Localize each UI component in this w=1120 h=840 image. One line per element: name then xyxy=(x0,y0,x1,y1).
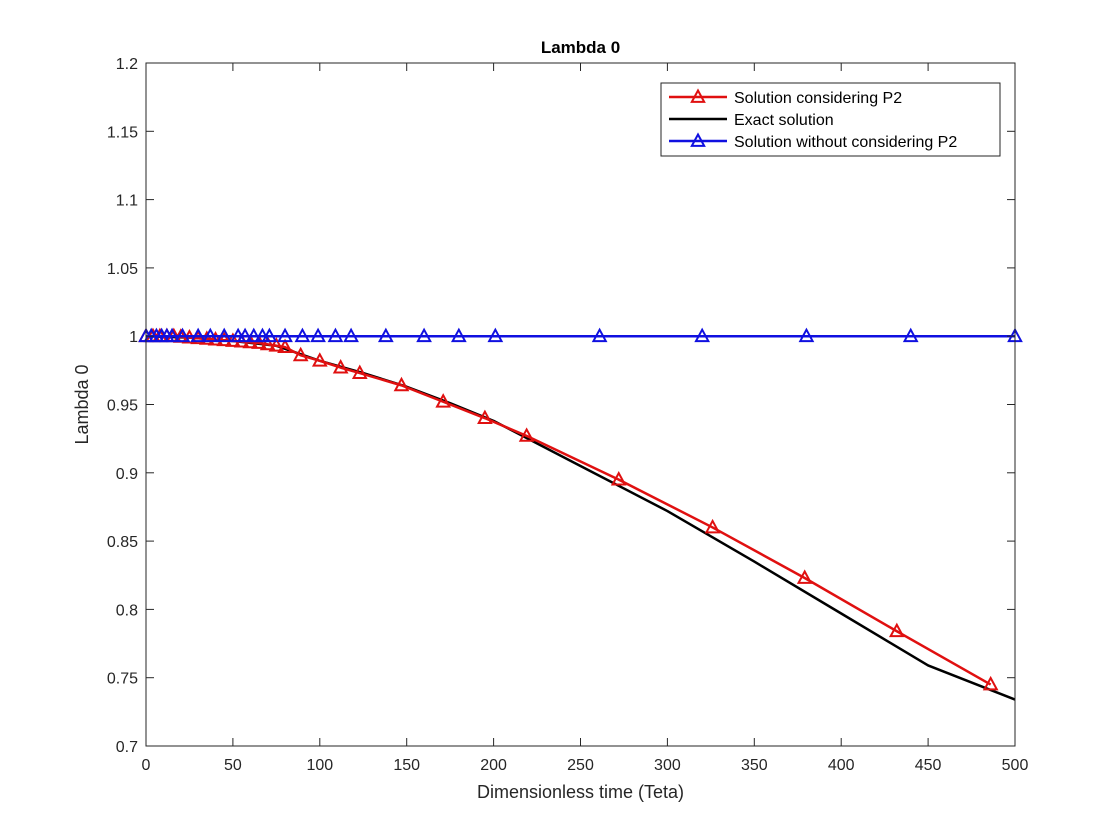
data-point xyxy=(294,327,311,343)
legend-label: Solution considering P2 xyxy=(734,90,902,107)
data-point xyxy=(268,337,285,352)
data-point xyxy=(311,352,328,367)
legend-marker-sample xyxy=(690,88,706,103)
x-tick-label: 50 xyxy=(224,757,242,774)
y-axis-label: Lambda 0 xyxy=(72,364,92,444)
data-point xyxy=(487,327,504,343)
data-point xyxy=(292,346,309,362)
data-point xyxy=(251,334,267,349)
data-point xyxy=(216,327,233,343)
y-tick-label: 1.2 xyxy=(116,56,138,73)
y-tick-label: 0.7 xyxy=(116,739,138,756)
x-tick-label: 400 xyxy=(828,757,855,774)
data-point xyxy=(591,327,608,343)
data-point xyxy=(164,327,180,343)
data-point xyxy=(610,471,627,486)
x-tick-label: 100 xyxy=(306,757,333,774)
y-tick-label: 1.05 xyxy=(107,261,138,278)
data-point xyxy=(310,327,326,343)
data-point xyxy=(704,518,721,534)
x-tick-label: 450 xyxy=(915,757,942,774)
legend-marker-sample xyxy=(690,132,706,147)
data-point xyxy=(190,327,206,343)
x-tick-label: 500 xyxy=(1002,757,1029,774)
data-point xyxy=(518,427,535,442)
y-axis: 0.7 0.75 0.8 0.85 0.9 0.95 1 1.05 1.1 1.15 1.2 xyxy=(107,56,1015,756)
data-point xyxy=(202,327,219,343)
x-axis-label: Dimensionless time (Teta) xyxy=(477,782,684,802)
x-tick-label: 350 xyxy=(741,757,768,774)
data-point xyxy=(796,569,813,584)
plot-area xyxy=(146,63,1015,746)
data-point xyxy=(377,327,394,343)
legend: Solution considering P2 Exact solution Sol… xyxy=(660,82,1001,157)
y-tick-label: 0.85 xyxy=(107,534,138,551)
y-tick-label: 0.75 xyxy=(107,671,138,688)
y-tick-label: 0.95 xyxy=(107,398,138,415)
legend-item: Solution without considering P2 xyxy=(669,132,957,151)
data-point xyxy=(216,331,233,347)
data-point xyxy=(798,327,815,343)
data-point xyxy=(416,327,432,343)
data-point xyxy=(245,327,262,343)
data-point xyxy=(277,327,293,343)
y-tick-label: 0.9 xyxy=(116,466,138,483)
data-point xyxy=(259,335,276,351)
data-point xyxy=(174,327,191,343)
x-tick-label: 250 xyxy=(567,757,594,774)
series-2 xyxy=(138,327,1023,343)
x-tick-label: 150 xyxy=(393,757,420,774)
data-point xyxy=(435,393,452,408)
y-tick-label: 1 xyxy=(129,329,138,346)
data-point xyxy=(343,327,359,343)
x-tick-label: 0 xyxy=(142,757,151,774)
legend-item: Solution considering P2 xyxy=(669,88,902,107)
x-tick-label: 200 xyxy=(480,757,507,774)
data-point xyxy=(477,409,493,425)
legend-item: Exact solution xyxy=(669,112,834,129)
y-tick-label: 1.1 xyxy=(116,193,138,210)
y-tick-label: 0.8 xyxy=(116,602,138,619)
data-point xyxy=(450,327,467,343)
y-tick-label: 1.15 xyxy=(107,124,138,141)
legend-label: Exact solution xyxy=(734,112,834,129)
data-point xyxy=(694,327,711,343)
data-point xyxy=(237,327,253,343)
chart-title: Lambda 0 xyxy=(541,38,620,57)
series-layer xyxy=(138,327,1023,701)
data-point xyxy=(393,376,410,392)
data-point xyxy=(888,622,905,638)
data-point xyxy=(327,327,344,343)
data-point xyxy=(351,364,368,379)
data-point xyxy=(332,359,349,374)
x-tick-label: 300 xyxy=(654,757,681,774)
x-axis: 0 50 100 150 200 250 300 350 400 450 500 xyxy=(142,63,1029,774)
data-point xyxy=(277,338,293,354)
data-point xyxy=(982,675,999,691)
data-point xyxy=(261,327,278,343)
legend-label: Solution without considering P2 xyxy=(734,134,957,151)
data-point xyxy=(902,327,919,343)
